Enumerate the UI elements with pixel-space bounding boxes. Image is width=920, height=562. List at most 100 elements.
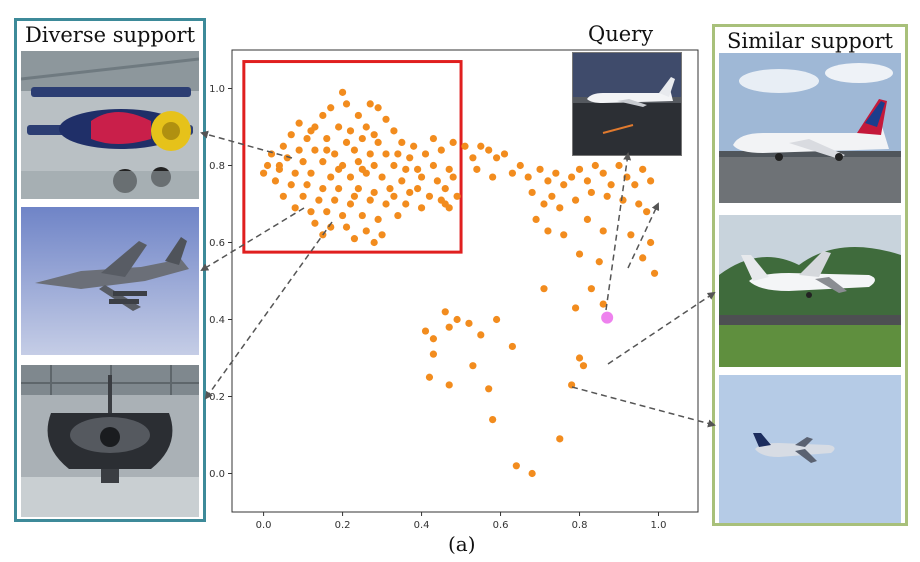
data-point — [307, 169, 315, 177]
x-tick-label: 1.0 — [651, 520, 667, 531]
data-point — [417, 204, 426, 212]
data-point — [500, 150, 509, 158]
data-point — [414, 185, 422, 193]
data-point — [429, 350, 438, 358]
data-point — [338, 88, 347, 96]
data-point — [275, 161, 283, 170]
data-point — [366, 150, 374, 158]
data-point — [425, 373, 434, 381]
data-point — [449, 138, 457, 146]
data-point — [473, 165, 481, 173]
data-point — [386, 185, 394, 193]
data-point — [406, 188, 414, 197]
data-point — [647, 177, 655, 185]
data-point — [477, 142, 485, 150]
data-points — [259, 88, 659, 478]
data-point — [461, 142, 469, 150]
data-point — [354, 111, 362, 120]
data-point — [587, 285, 595, 293]
data-point — [303, 181, 311, 189]
data-point — [512, 462, 520, 470]
data-point — [394, 150, 402, 158]
data-point — [536, 165, 544, 173]
data-point — [315, 196, 323, 204]
figure-caption: (a) — [448, 532, 476, 556]
data-point — [437, 146, 445, 154]
data-point — [489, 416, 497, 424]
data-point — [607, 181, 615, 189]
data-point — [635, 200, 643, 208]
data-point — [335, 185, 343, 193]
data-point — [568, 173, 576, 181]
x-tick-label: 0.8 — [572, 520, 588, 531]
data-point — [639, 254, 647, 262]
data-point — [469, 362, 477, 370]
data-point — [433, 177, 441, 185]
data-point — [528, 469, 536, 478]
data-point — [259, 169, 268, 177]
x-tick-label: 0.6 — [493, 520, 509, 531]
data-point — [441, 308, 449, 316]
x-tick-label: 0.0 — [256, 520, 272, 531]
data-point — [441, 185, 449, 193]
data-point — [279, 142, 287, 150]
data-point — [382, 115, 390, 123]
data-point — [335, 123, 343, 131]
data-point — [287, 131, 295, 139]
data-point — [639, 165, 647, 173]
data-point — [307, 208, 315, 216]
data-point — [370, 188, 378, 197]
data-point — [295, 146, 303, 154]
data-point — [445, 381, 453, 389]
data-point — [370, 131, 378, 139]
data-point — [291, 169, 299, 177]
data-point — [429, 335, 438, 343]
data-point — [362, 123, 370, 131]
data-point — [358, 165, 366, 173]
data-point — [489, 173, 497, 181]
data-point — [327, 173, 335, 181]
data-point — [548, 192, 556, 200]
query-title: Query — [588, 22, 654, 46]
data-point — [283, 154, 291, 162]
data-point — [366, 196, 374, 204]
diverse-support-title: Diverse support — [24, 23, 196, 47]
data-point — [311, 219, 319, 227]
y-tick-label: 0.4 — [209, 315, 225, 326]
data-point — [485, 146, 493, 154]
data-point — [599, 227, 607, 235]
y-tick-label: 0.2 — [209, 392, 225, 403]
data-point — [599, 300, 607, 308]
data-point — [556, 435, 564, 443]
data-point — [524, 173, 532, 181]
data-point — [374, 138, 382, 146]
data-point — [619, 196, 627, 204]
data-point — [453, 315, 461, 324]
data-point — [410, 142, 418, 150]
similar-support-title: Similar support — [727, 29, 893, 53]
y-tick-label: 0.8 — [209, 161, 225, 172]
data-point — [311, 146, 319, 154]
data-point — [445, 323, 453, 331]
dashed-arrow — [200, 130, 293, 159]
data-point — [571, 196, 580, 204]
biplane-image — [21, 51, 199, 199]
data-point — [560, 231, 568, 239]
data-point — [445, 165, 453, 173]
data-point — [575, 165, 584, 173]
dashed-arrow — [607, 291, 716, 365]
data-point — [544, 227, 552, 235]
similar-support-panel: Similar support — [712, 24, 908, 526]
data-point — [429, 161, 438, 170]
x-tick-label: 0.4 — [414, 520, 430, 531]
data-point — [327, 104, 335, 112]
data-point — [323, 146, 331, 154]
propeller-plane-image — [719, 215, 901, 367]
data-point — [429, 134, 438, 143]
data-point — [583, 215, 592, 223]
y-tick-label: 1.0 — [209, 84, 225, 95]
data-point — [414, 165, 422, 173]
x-axis-ticks: 0.0 0.2 0.4 0.6 0.8 1.0 — [256, 512, 667, 531]
data-point — [579, 362, 588, 370]
query-image — [572, 52, 682, 156]
